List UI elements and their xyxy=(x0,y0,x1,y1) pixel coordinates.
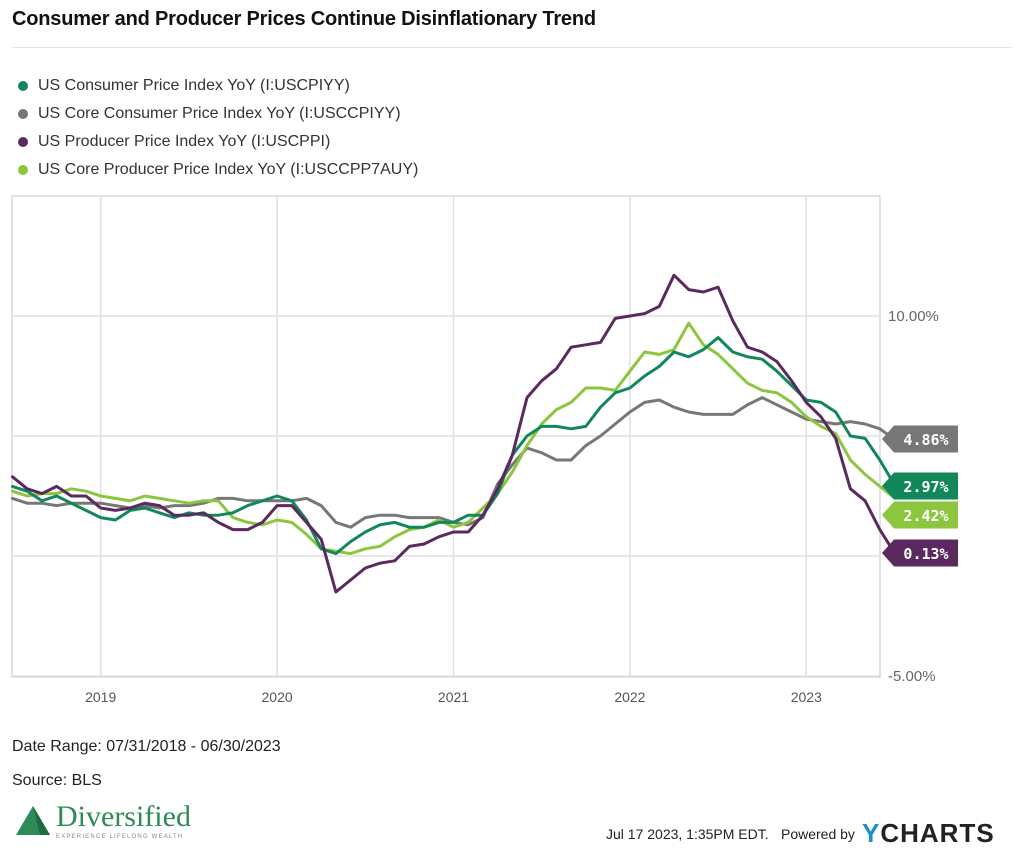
ycharts-logo[interactable]: YCHARTS xyxy=(862,818,995,849)
chart-legend: US Consumer Price Index YoY (I:USCPIYY) … xyxy=(18,72,418,184)
end-value-label: 0.13% xyxy=(903,545,948,563)
legend-label-core-cpi: US Core Consumer Price Index YoY (I:USCC… xyxy=(38,105,401,122)
end-value-badge xyxy=(882,425,958,453)
legend-swatch-ppi xyxy=(18,137,28,147)
legend-item-cpi[interactable]: US Consumer Price Index YoY (I:USCPIYY) xyxy=(18,72,418,100)
end-value-label: 4.86% xyxy=(903,431,948,449)
end-value-badge xyxy=(882,472,958,500)
legend-swatch-core-cpi xyxy=(18,109,28,119)
ycharts-logo-y: Y xyxy=(862,818,881,848)
end-value-label: 2.42% xyxy=(903,507,948,525)
x-tick-label: 2021 xyxy=(438,689,469,705)
x-tick-label: 2023 xyxy=(791,689,822,705)
end-value-badge xyxy=(882,539,958,567)
source-note: Source: BLS xyxy=(12,772,102,789)
diversified-logo: Diversified EXPERIENCE LIFELONG WEALTH xyxy=(14,802,191,840)
powered-by-text: Powered by xyxy=(781,826,855,842)
legend-label-core-ppi: US Core Producer Price Index YoY (I:USCC… xyxy=(38,161,419,178)
x-tick-label: 2020 xyxy=(262,689,293,705)
chart-title: Consumer and Producer Prices Continue Di… xyxy=(12,8,596,30)
x-tick-label: 2022 xyxy=(614,689,645,705)
mountain-logo-icon xyxy=(16,806,50,835)
series-line xyxy=(11,321,896,556)
logo-tagline: EXPERIENCE LIFELONG WEALTH xyxy=(56,834,184,840)
logo-name: Diversified xyxy=(56,800,191,833)
title-divider xyxy=(12,47,1012,48)
legend-swatch-core-ppi xyxy=(18,165,28,175)
legend-item-core-ppi[interactable]: US Core Producer Price Index YoY (I:USCC… xyxy=(18,156,418,184)
legend-label-cpi: US Consumer Price Index YoY (I:USCPIYY) xyxy=(38,77,350,94)
series-line xyxy=(11,273,896,594)
series-line xyxy=(11,336,896,556)
legend-item-ppi[interactable]: US Producer Price Index YoY (I:USCPPI) xyxy=(18,128,418,156)
timestamp: Jul 17 2023, 1:35PM EDT. xyxy=(606,826,769,842)
end-value-label: 2.97% xyxy=(903,478,948,496)
end-value-badge xyxy=(882,501,958,529)
legend-swatch-cpi xyxy=(18,81,28,91)
y-tick-label: -5.00% xyxy=(888,668,936,685)
ycharts-logo-text: CHARTS xyxy=(880,818,995,848)
legend-item-core-cpi[interactable]: US Core Consumer Price Index YoY (I:USCC… xyxy=(18,100,418,128)
date-range: Date Range: 07/31/2018 - 06/30/2023 xyxy=(12,738,281,755)
legend-label-ppi: US Producer Price Index YoY (I:USCPPI) xyxy=(38,133,331,150)
x-tick-label: 2019 xyxy=(85,689,116,705)
y-tick-label: 10.00% xyxy=(888,308,939,325)
